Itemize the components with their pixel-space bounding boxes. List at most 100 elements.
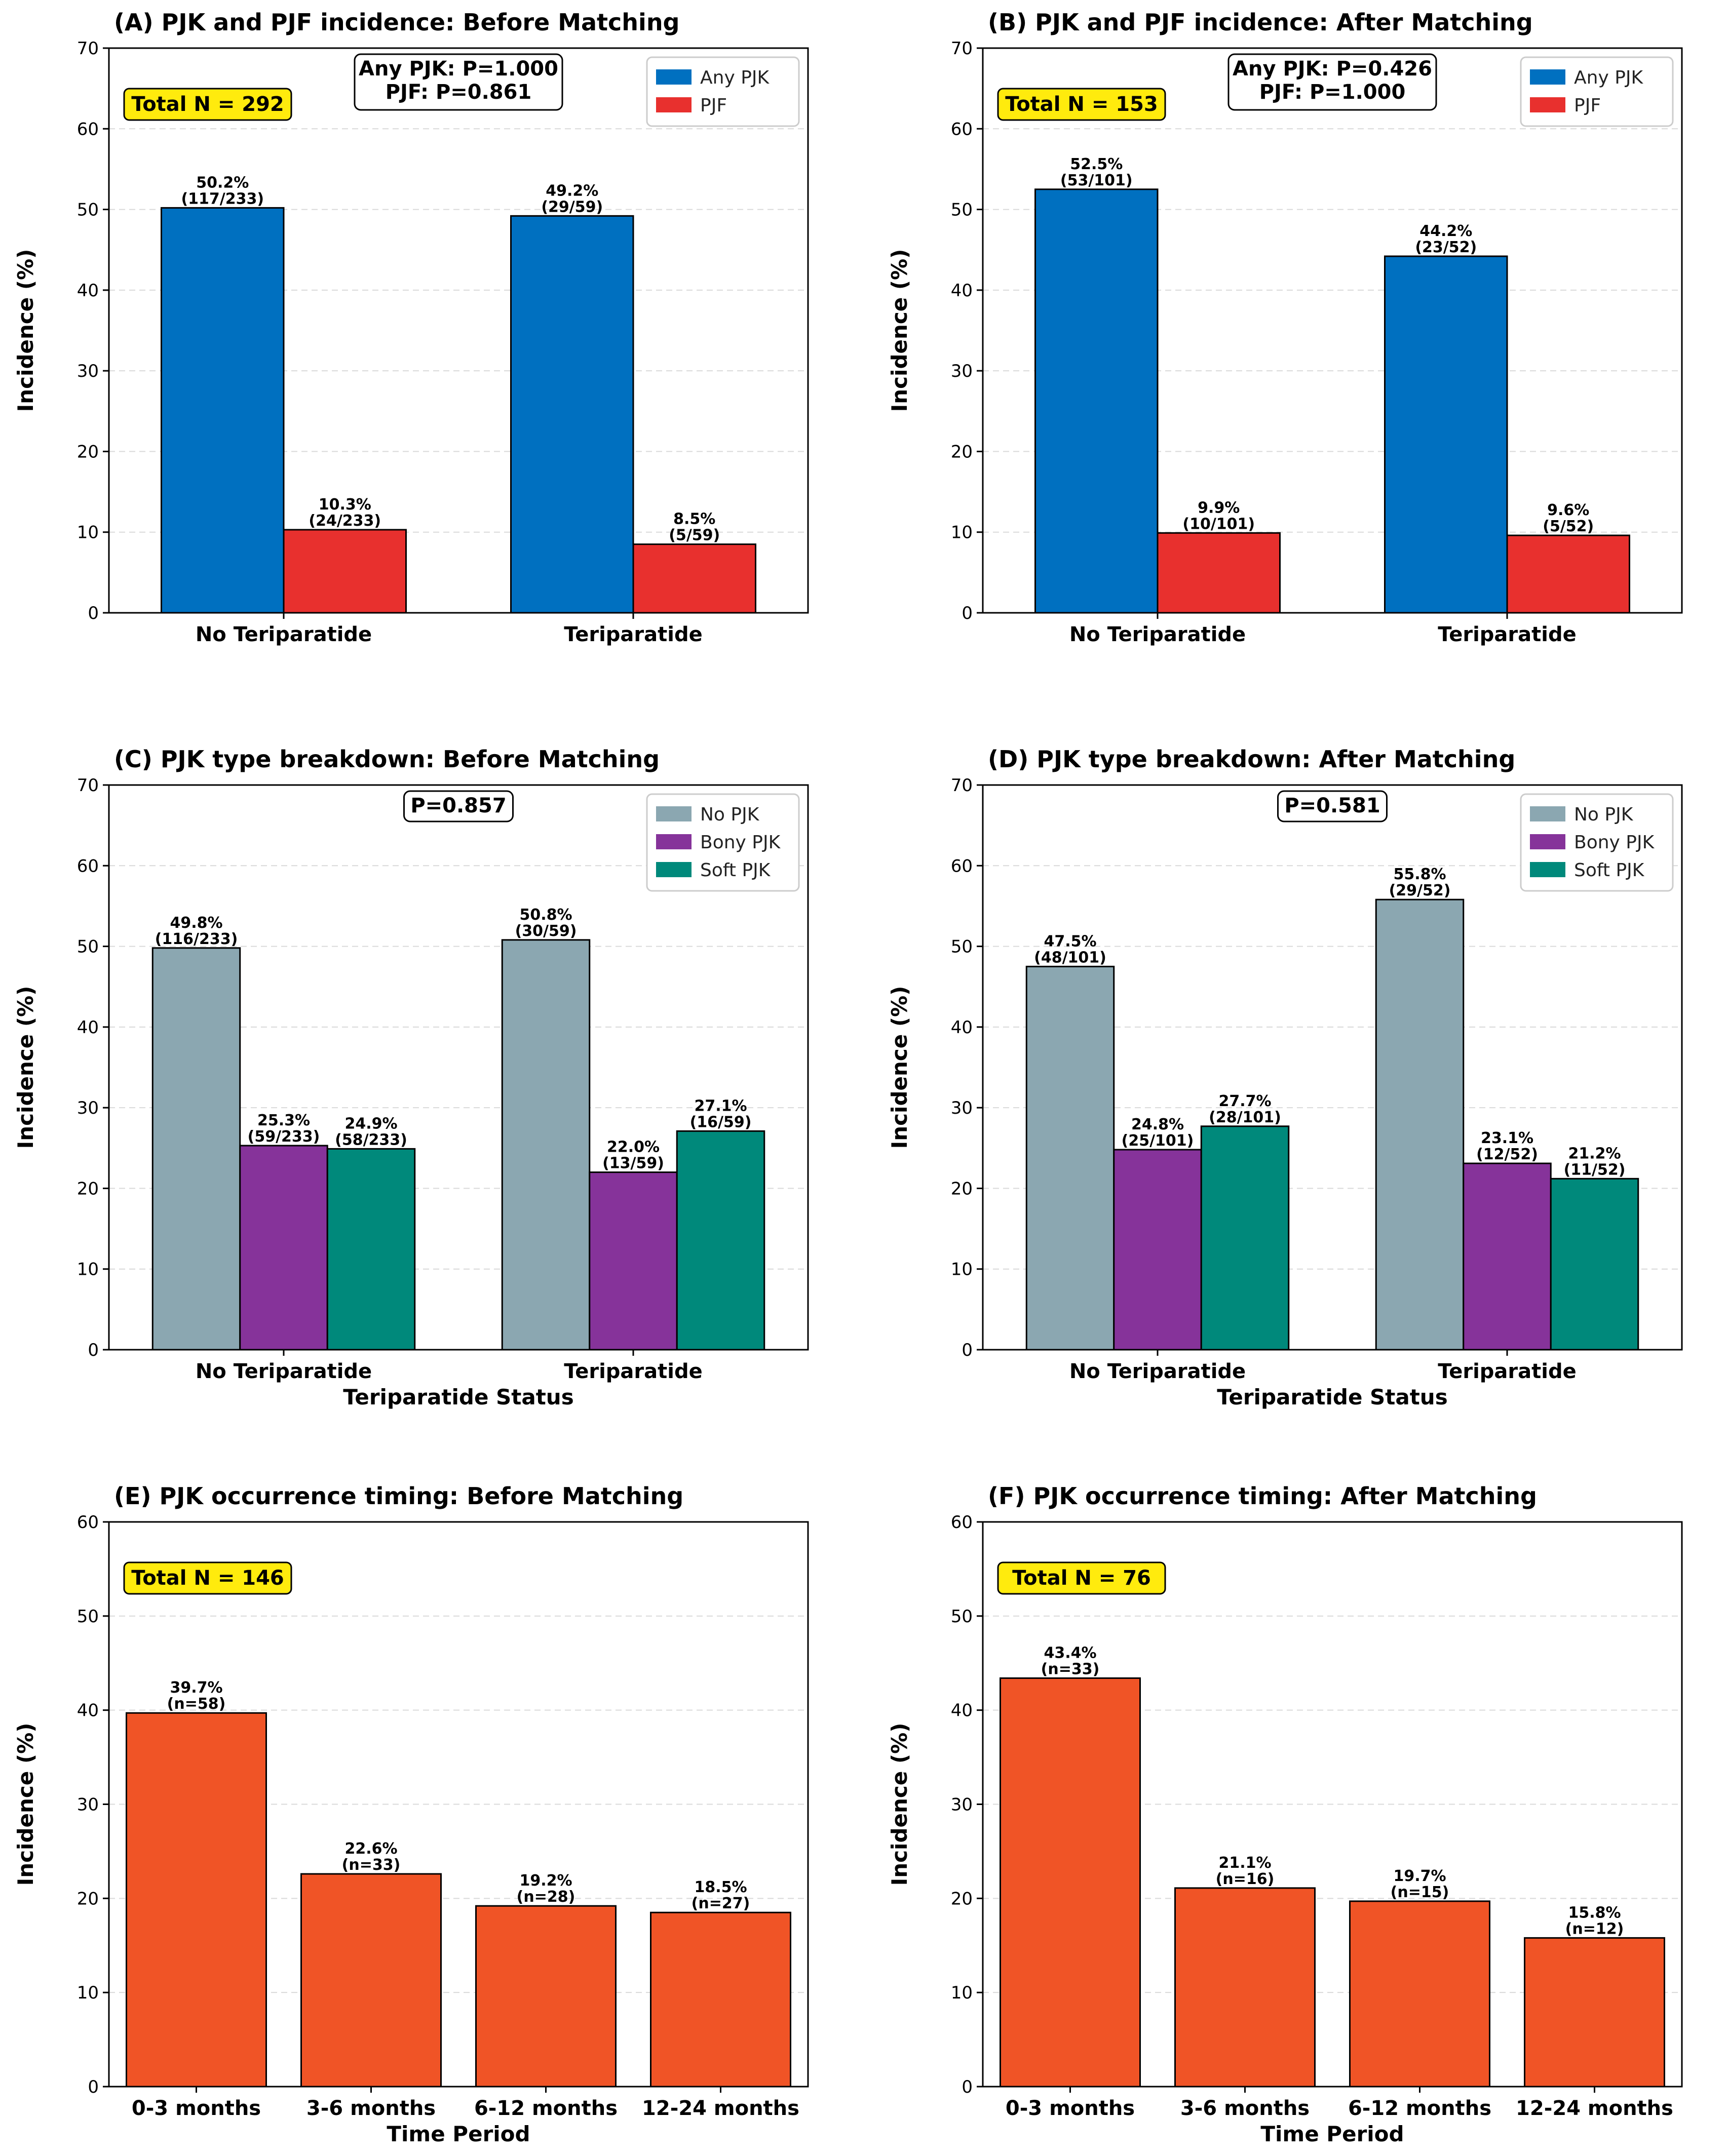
y-tick-label: 0: [88, 603, 99, 623]
bar: [1550, 1178, 1639, 1351]
p-value-text: Any PJK: P=1.000: [359, 57, 558, 81]
plot-frame: [108, 784, 809, 1351]
data-label-value: 8.5%: [673, 511, 715, 528]
data-label-value: 18.5%: [694, 1878, 747, 1896]
legend-entry: Any PJK: [1574, 67, 1644, 88]
p-value-box: P=0.857: [403, 790, 514, 822]
y-tick-label: 60: [951, 856, 973, 876]
data-label-value: 50.8%: [519, 906, 572, 924]
bar: [283, 529, 407, 614]
legend-entry: Bony PJK: [1574, 832, 1655, 853]
y-tick-label: 40: [951, 1017, 973, 1038]
data-label-value: 21.1%: [1218, 1854, 1271, 1872]
data-label-value: 55.8%: [1393, 866, 1446, 883]
x-tick-label: 12-24 months: [642, 2097, 799, 2120]
bar: [1349, 1900, 1490, 2088]
data-label-count: (5/52): [1543, 518, 1594, 535]
data-label-count: (12/52): [1476, 1146, 1538, 1163]
bar: [300, 1873, 442, 2088]
y-tick-label: 30: [77, 1795, 99, 1815]
total-n-text: Total N = 153: [1005, 93, 1158, 116]
data-label-count: (116/233): [155, 930, 238, 948]
x-axis-label: Time Period: [387, 2122, 530, 2146]
p-value-text: PJF: P=0.861: [386, 81, 532, 104]
bar: [1113, 1149, 1202, 1351]
legend-entry: PJF: [700, 95, 727, 116]
bar: [1506, 534, 1630, 614]
total-n-frame: [123, 1561, 292, 1595]
legend-swatch: [1530, 69, 1565, 85]
total-n-badge: Total N = 146: [123, 1561, 292, 1595]
bar: [589, 1171, 678, 1351]
y-tick-label: 70: [951, 38, 973, 59]
chart-title: (D) PJK type breakdown: After Matching: [988, 746, 1515, 773]
chart-title: (A) PJK and PJF incidence: Before Matchi…: [114, 9, 680, 36]
bar: [1384, 255, 1508, 614]
data-label-count: (53/101): [1060, 172, 1133, 189]
plot-frame: [108, 47, 809, 614]
data-label-count: (13/59): [602, 1155, 664, 1172]
x-axis-label: Teriparatide Status: [1217, 1385, 1447, 1409]
bar: [151, 947, 241, 1351]
data-label-value: 49.2%: [546, 182, 598, 200]
chart-panel-f: (F) PJK occurrence timing: After Matchin…: [887, 1482, 1683, 2146]
data-label-count: (n=33): [342, 1856, 401, 1874]
y-tick-label: 60: [77, 856, 99, 876]
y-axis-label: Incidence (%): [887, 249, 912, 412]
y-tick-label: 40: [951, 1701, 973, 1721]
data-label-count: (5/59): [669, 527, 720, 544]
y-tick-label: 50: [951, 200, 973, 220]
bar: [510, 215, 634, 614]
data-label-count: (24/233): [309, 512, 381, 530]
data-label-value: 22.0%: [607, 1139, 660, 1156]
p-value-frame: [354, 53, 563, 111]
data-label-value: 25.3%: [257, 1112, 310, 1129]
x-tick-label: 3-6 months: [1180, 2097, 1310, 2120]
y-tick-label: 0: [88, 2077, 99, 2097]
bar: [239, 1145, 328, 1351]
data-label-count: (28/101): [1209, 1109, 1281, 1126]
data-label-value: 52.5%: [1070, 155, 1123, 173]
bar: [1375, 898, 1465, 1351]
bar: [1157, 532, 1281, 614]
p-value-frame: [1277, 790, 1388, 822]
bar: [161, 207, 285, 614]
legend-entry: No PJK: [700, 804, 760, 825]
data-label-value: 50.2%: [196, 174, 249, 191]
y-tick-label: 50: [77, 937, 99, 957]
legend: No PJK Bony PJK Soft PJK: [1520, 793, 1674, 892]
y-tick-label: 20: [77, 1179, 99, 1199]
y-tick-label: 10: [951, 523, 973, 543]
y-tick-label: 70: [77, 38, 99, 59]
data-label-count: (n=58): [167, 1695, 226, 1713]
y-tick-label: 0: [88, 1340, 99, 1360]
bar: [501, 939, 591, 1351]
legend-swatch: [1530, 97, 1565, 112]
y-tick-label: 30: [951, 1795, 973, 1815]
bar: [1000, 1677, 1141, 2088]
chart-title: (E) PJK occurrence timing: Before Matchi…: [114, 1482, 683, 1510]
data-label-value: 22.6%: [344, 1840, 397, 1858]
x-tick-label: 12-24 months: [1516, 2097, 1673, 2120]
data-label-count: (n=16): [1216, 1870, 1275, 1888]
y-tick-label: 40: [77, 1701, 99, 1721]
y-tick-label: 70: [77, 775, 99, 796]
total-n-badge: Total N = 76: [997, 1561, 1166, 1595]
total-n-frame: [997, 88, 1166, 121]
total-n-text: Total N = 146: [131, 1566, 284, 1590]
bar: [1034, 188, 1159, 614]
data-label-count: (117/233): [181, 190, 264, 208]
data-label-value: 24.8%: [1131, 1116, 1184, 1133]
data-label-value: 43.4%: [1044, 1644, 1096, 1662]
y-axis-label: Incidence (%): [13, 1723, 38, 1886]
data-label-count: (n=12): [1565, 1920, 1624, 1938]
p-value-frame: [1227, 53, 1437, 111]
p-value-frame: [403, 790, 514, 822]
x-tick-label: No Teriparatide: [1069, 623, 1246, 646]
y-tick-label: 20: [951, 1179, 973, 1199]
total-n-text: Total N = 292: [131, 93, 284, 116]
data-label-count: (29/52): [1389, 882, 1451, 899]
y-tick-label: 10: [77, 1983, 99, 2003]
